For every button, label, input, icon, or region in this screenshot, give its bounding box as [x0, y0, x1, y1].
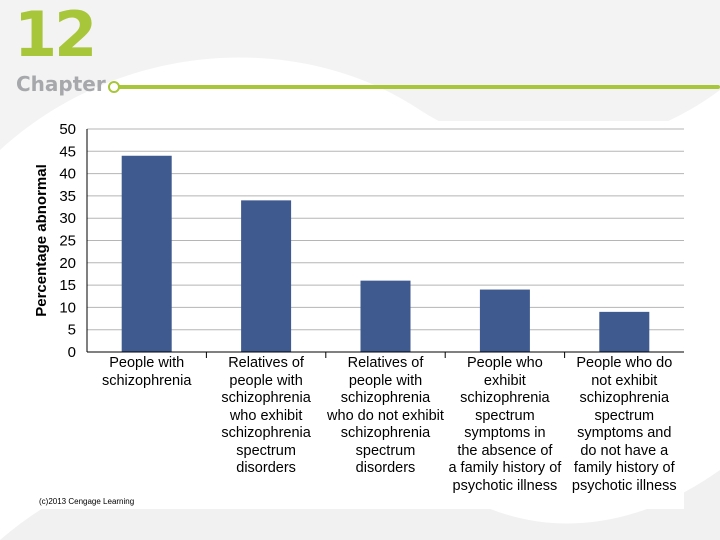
bar — [241, 200, 292, 352]
x-category-label-line: spectrum — [594, 407, 655, 424]
y-tick-label: 0 — [68, 344, 76, 361]
y-tick-label: 20 — [59, 255, 76, 272]
x-category-label-line: people with — [229, 372, 303, 389]
x-category-label: People who exhibit schizophrenia spectrum sy… — [446, 355, 564, 495]
chapter-number: 12 — [14, 0, 97, 71]
x-category-label-line: psychotic illness — [452, 477, 558, 494]
bar — [121, 155, 172, 352]
y-tick-label: 45 — [59, 143, 76, 160]
x-category-label-line: disorders — [236, 460, 296, 476]
x-category-label-line: schizophrenia — [340, 390, 431, 406]
x-category-label-line: family history of — [573, 460, 675, 476]
y-tick-label: 10 — [59, 299, 76, 316]
x-category-label: Relatives of people with schizophrenia who … — [207, 355, 325, 478]
x-category-label-line: spectrum — [355, 442, 416, 459]
y-axis-label: Percentage abnormal — [36, 164, 50, 317]
axes — [86, 129, 684, 358]
x-category-label-line: People who do — [576, 355, 673, 371]
x-category-label: Relatives of people with schizophrenia who … — [327, 355, 445, 478]
x-category-label-line: schizophrenia — [579, 390, 670, 406]
bar — [599, 311, 650, 352]
copyright-notice: (c)2013 Cengage Learning — [39, 497, 135, 506]
y-tick-label: 5 — [68, 322, 76, 339]
x-category-label-line: symptoms and — [577, 425, 672, 441]
x-category-label-line: spectrum — [236, 442, 296, 459]
bar — [360, 280, 411, 352]
x-category-label-line: schizophrenia — [460, 390, 550, 406]
x-category-label-line: the absence of — [457, 442, 553, 459]
y-tick-labels: 0 5 10 15 20 25 30 35 40 45 50 — [59, 121, 76, 361]
bars — [121, 155, 650, 352]
gridlines — [87, 128, 684, 331]
header-rule-dot — [108, 81, 120, 93]
x-category-label-line: symptoms in — [464, 425, 546, 441]
x-category-label-line: disorders — [355, 460, 416, 476]
x-category-label-line: not exhibit — [591, 372, 658, 389]
x-category-label-line: people with — [348, 372, 423, 389]
y-tick-label: 30 — [59, 210, 76, 227]
bar-chart: 0 5 10 15 20 25 30 35 40 45 50 Percentage abnormal — [36, 121, 684, 361]
y-tick-label: 35 — [59, 188, 76, 205]
y-tick-label: 40 — [59, 166, 76, 183]
x-category-label: People who do not exhibit schizophrenia spe… — [565, 355, 683, 495]
header-rule — [116, 85, 720, 89]
bar — [479, 289, 530, 352]
x-category-label-line: who do not exhibit — [327, 407, 444, 424]
x-category-label-line: People with — [109, 355, 185, 371]
x-category-label-line: do not have a — [580, 442, 669, 459]
y-tick-label: 25 — [59, 233, 76, 250]
x-category-label: People with schizophrenia — [88, 355, 206, 390]
x-category-label-line: schizophrenia — [340, 425, 431, 441]
x-category-label-line: exhibit — [483, 372, 526, 389]
y-tick-label: 15 — [59, 277, 76, 294]
y-tick-label: 50 — [59, 121, 76, 138]
x-category-label-line: Relatives of — [228, 355, 304, 371]
x-category-label-line: People who — [467, 355, 543, 371]
x-category-label-line: schizophrenia — [101, 372, 192, 389]
x-category-label-line: who exhibit — [229, 407, 303, 424]
x-category-label-line: a family history of — [448, 460, 562, 476]
x-category-label-line: psychotic illness — [571, 477, 677, 494]
x-category-label-line: Relatives of — [347, 355, 424, 371]
chapter-label: Chapter — [16, 72, 106, 96]
x-category-label-line: schizophrenia — [221, 390, 311, 406]
x-category-label-line: schizophrenia — [221, 425, 311, 441]
chart-panel: 0 5 10 15 20 25 30 35 40 45 50 Percentage abnormal… — [36, 121, 684, 509]
x-category-label-line: spectrum — [475, 407, 535, 424]
